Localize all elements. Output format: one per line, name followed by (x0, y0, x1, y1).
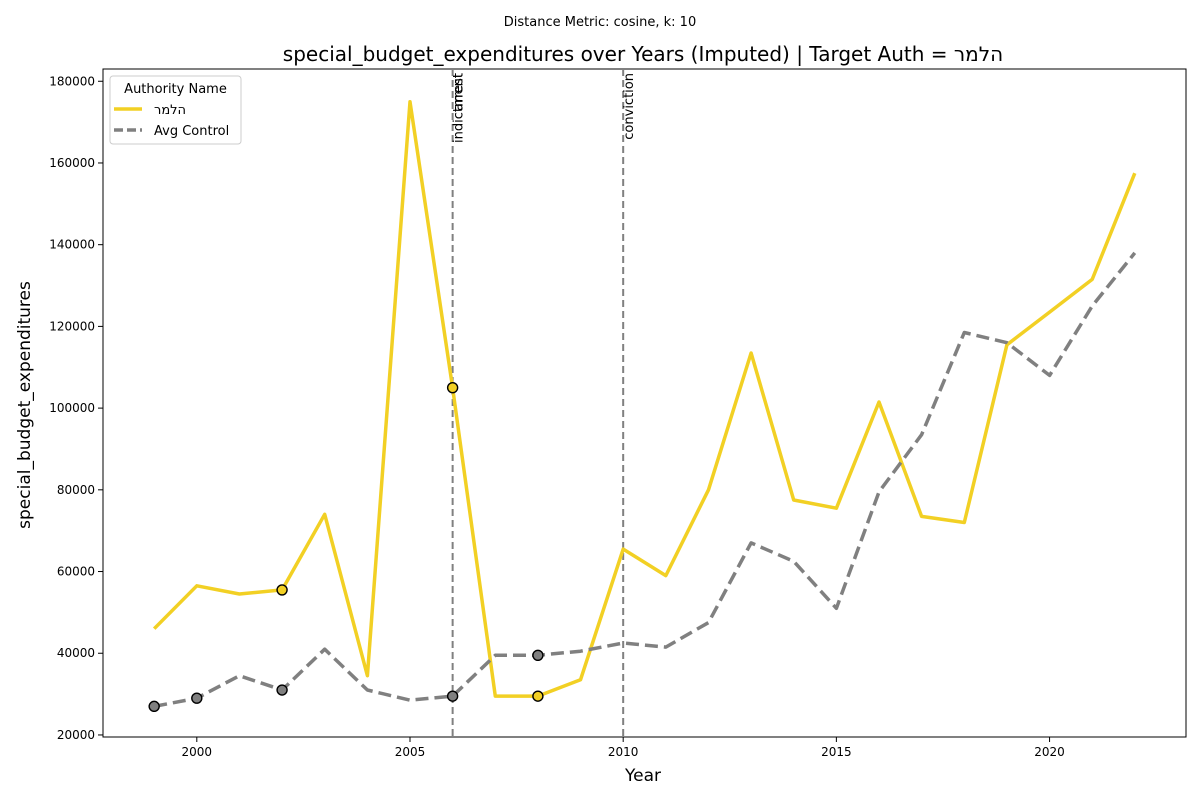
legend-title: Authority Name (124, 82, 227, 97)
imputed-point (532, 690, 544, 702)
legend: Authority Name הלמר Avg Control (109, 75, 242, 145)
axes-frame (102, 68, 1187, 738)
imputed-point (532, 649, 544, 661)
imputed-point (191, 692, 203, 704)
y-tick-label: 180000 (49, 74, 95, 88)
event-label: arrest (452, 73, 467, 111)
x-tick-label: 2020 (1034, 745, 1065, 759)
imputed-point (148, 700, 160, 713)
imputed-point (276, 584, 288, 596)
legend-entry: Avg Control (154, 124, 229, 139)
y-tick-label: 140000 (49, 238, 95, 252)
event-label: indictment (452, 73, 467, 143)
x-tick-label: 2015 (821, 745, 852, 759)
x-axis-label: Year (624, 766, 661, 786)
y-tick-label: 80000 (57, 483, 95, 497)
x-tick-label: 2010 (608, 745, 639, 759)
imputed-point (276, 684, 288, 696)
x-tick-label: 2000 (182, 745, 213, 759)
y-tick-label: 160000 (49, 156, 95, 170)
legend-box (109, 75, 242, 145)
legend-entry: הלמר (154, 103, 186, 118)
imputed-point (446, 381, 459, 394)
y-tick-label: 100000 (49, 401, 95, 415)
y-tick-label: 40000 (57, 646, 95, 660)
chart-suptitle: Distance Metric: cosine, k: 10 (504, 15, 696, 30)
y-tick-label: 60000 (57, 565, 95, 579)
plot-area: 2000 2005 2010 2015 2020 20000 40000 60000 80000… (49, 68, 1187, 759)
event-label: conviction (622, 73, 637, 140)
series-line (152, 99, 1137, 698)
series-line (153, 251, 1137, 709)
chart-title: special_budget_expenditures over Years (… (283, 42, 1003, 66)
y-tick-label: 120000 (49, 319, 95, 333)
y-tick-label: 20000 (57, 728, 95, 742)
imputed-point (446, 690, 459, 702)
x-tick-label: 2005 (395, 745, 426, 759)
y-axis-label: special_budget_expenditures (15, 281, 35, 529)
